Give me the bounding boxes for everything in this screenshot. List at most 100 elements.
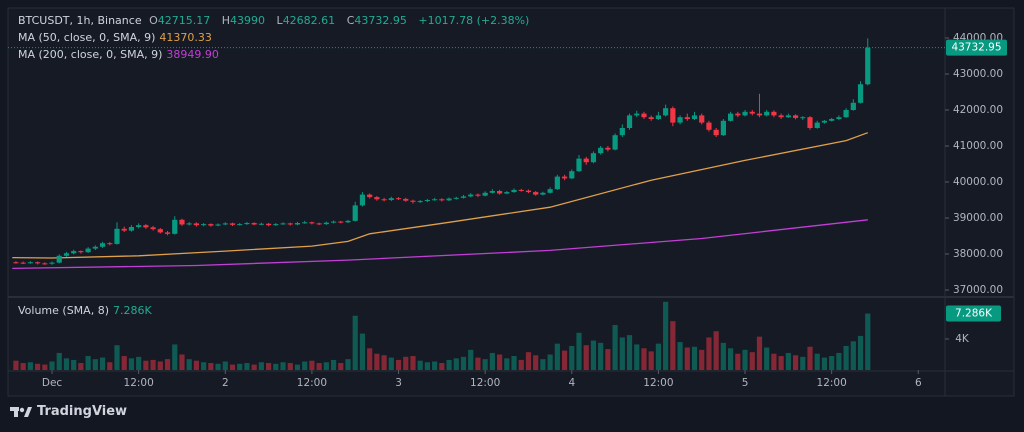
candle-body (691, 115, 698, 120)
volume-bar (850, 341, 856, 370)
candle-body (395, 198, 402, 200)
volume-bar (540, 359, 546, 370)
candle-body (489, 190, 495, 193)
volume-bar (136, 356, 142, 370)
candle-body (453, 197, 459, 199)
volume-bar (352, 315, 358, 370)
volume-bar (323, 362, 329, 370)
volume-bar (164, 359, 171, 370)
volume-title: Volume (SMA, 8) (18, 304, 109, 317)
volume-bar (655, 343, 662, 370)
candle-body (648, 117, 654, 120)
volume-bar (785, 352, 791, 370)
volume-bar (388, 357, 394, 370)
volume-bar (417, 360, 423, 370)
volume-bar (294, 364, 301, 370)
volume-bar (576, 332, 582, 370)
x-tick-label: 4 (568, 377, 575, 389)
brand-logo[interactable]: TradingView (10, 404, 127, 419)
volume-bar (302, 361, 308, 370)
volume-bar (85, 356, 91, 370)
volume-bar (439, 363, 445, 370)
ohlc-value: 42715.17 (157, 14, 211, 27)
volume-bar (699, 349, 705, 370)
volume-bar (63, 358, 70, 370)
volume-bar (287, 363, 293, 370)
candle-body (619, 127, 625, 136)
volume-bar (677, 342, 683, 370)
ma-row: MA (50, close, 0, SMA, 9) 41370.33 (18, 29, 533, 46)
volume-bar (179, 354, 185, 370)
volume-bar (251, 364, 257, 370)
candle-body (208, 224, 214, 226)
volume-bar (150, 359, 156, 370)
volume-bar (13, 360, 19, 370)
candle-body (338, 221, 344, 223)
volume-bar (865, 313, 871, 370)
volume-bar (684, 347, 690, 370)
candle-body (143, 225, 149, 228)
candle-body (771, 111, 777, 116)
volume-bar (641, 348, 647, 370)
volume-bar (49, 361, 55, 370)
candle-body (850, 102, 856, 111)
y-tick-label: 43000.00 (953, 68, 1003, 80)
volume-bar (583, 345, 589, 370)
volume-bar (316, 363, 322, 370)
volume-tag-label: 7.286K (955, 308, 993, 320)
x-tick-label: 12:00 (297, 377, 327, 389)
candle-body (598, 147, 604, 154)
candle-body (381, 199, 387, 201)
candle-body (417, 201, 423, 203)
volume-bar (99, 357, 106, 370)
volume-bar (670, 321, 676, 370)
volume-bar (446, 359, 452, 370)
candle-body (482, 192, 488, 196)
ohlc-value: 43990 (230, 14, 266, 27)
candle-body (215, 224, 221, 226)
x-tick-label: 2 (222, 377, 229, 389)
candle-body (497, 190, 503, 194)
volume-bar (807, 346, 813, 370)
candle-body (345, 220, 351, 223)
volume-bar (395, 359, 402, 370)
volume-bar (518, 359, 524, 370)
candle-body (49, 262, 55, 264)
y-tick-label: 4K (955, 333, 970, 345)
ma-line (12, 219, 868, 270)
volume-bar (742, 349, 748, 370)
volume-bar (215, 363, 221, 370)
candle-body (439, 199, 445, 201)
ohlc-label: O (149, 14, 158, 27)
candle-body (85, 248, 91, 253)
volume-bar (280, 362, 286, 370)
volume-bar (34, 363, 41, 370)
volume-bar (475, 357, 481, 370)
x-tick-label: 12:00 (643, 377, 673, 389)
candle-body (222, 223, 228, 225)
volume-bar (663, 301, 669, 370)
candle-body (865, 47, 871, 85)
volume-bar (460, 356, 467, 370)
volume-bar (222, 361, 228, 370)
volume-bar (468, 349, 474, 370)
volume-bar (186, 359, 192, 370)
symbol: BTCUSDT, 1h, Binance (18, 14, 142, 27)
y-tick-label: 40000.00 (953, 176, 1003, 188)
x-tick-label: 12:00 (817, 377, 847, 389)
logo-icon (10, 406, 32, 417)
candle-body (114, 228, 120, 244)
volume-bar (208, 363, 214, 370)
candle-body (634, 113, 640, 116)
y-tick-label: 37000.00 (953, 284, 1003, 296)
volume-tag (946, 305, 1001, 322)
candle-body (590, 153, 597, 163)
volume-bar (359, 333, 366, 370)
volume-bar (648, 351, 654, 370)
volume-bar (800, 356, 806, 370)
price-legend: BTCUSDT, 1h, Binance O42715.17 H43990 L4… (18, 12, 533, 63)
candle-body (792, 115, 799, 118)
candle-body (107, 243, 113, 245)
volume-bar (735, 353, 741, 370)
ohlc-value: 43732.95 (354, 14, 407, 27)
